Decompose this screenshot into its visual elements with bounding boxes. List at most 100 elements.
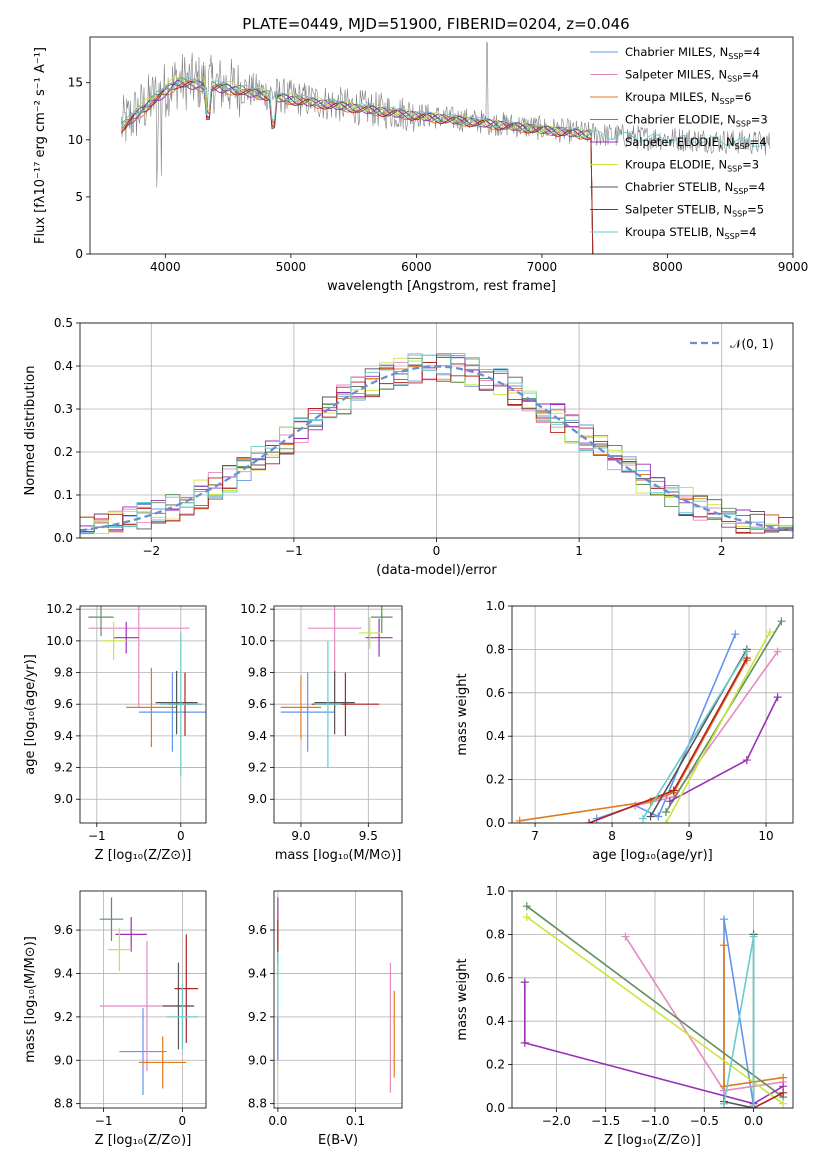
weight-marker <box>742 756 751 765</box>
errorbar-point <box>99 897 124 941</box>
y-tick-label: 9.6 <box>248 697 267 711</box>
x-tick-label: −1 <box>285 544 303 558</box>
axes-frame <box>511 890 794 1109</box>
weight-series <box>584 654 751 823</box>
errorbar-point <box>155 670 198 735</box>
y-axis-label: mass weight <box>455 673 470 755</box>
errorbar-point <box>159 632 202 776</box>
y-axis-label: mass [log₁₀(M/M⊙)] <box>23 936 38 1063</box>
figure-title: PLATE=0449, MJD=51900, FIBERID=0204, z=0… <box>242 15 629 33</box>
legend-suffix: =4 <box>750 135 767 149</box>
x-axis-label: (data-model)/error <box>376 563 497 578</box>
weight-marker <box>654 812 663 821</box>
y-tick-label: 0.8 <box>486 927 505 941</box>
axes-frame <box>79 890 207 1109</box>
weight-marker <box>777 617 786 626</box>
y-tick-label: 9.0 <box>248 792 267 806</box>
weight-marker <box>661 819 670 823</box>
weight-marker <box>773 693 782 702</box>
axes-frame <box>273 890 403 1109</box>
x-tick-label: 0.1 <box>346 1114 365 1128</box>
x-tick-label: 0.0 <box>268 1114 287 1128</box>
axes-frame <box>511 605 794 824</box>
legend-suffix: =4 <box>742 68 759 82</box>
legend-entry: Salpeter STELIB, NSSP=5 <box>625 203 764 219</box>
legend-subscript: SSP <box>733 187 748 196</box>
errorbar-point <box>138 672 206 752</box>
plot-area <box>515 617 786 823</box>
y-axis-label: Flux [fλ10⁻¹⁷ erg cm⁻² s⁻¹ A⁻¹] <box>33 47 48 244</box>
y-tick-label: 0.1 <box>54 488 73 502</box>
legend-entry: Kroupa STELIB, NSSP=4 <box>625 225 756 241</box>
grid-lines <box>274 606 402 823</box>
y-tick-label: 9.0 <box>248 1053 267 1067</box>
legend-entry: Salpeter ELODIE, NSSP=4 <box>625 135 767 151</box>
weight-marker <box>621 932 630 941</box>
chart-age-vs-Z: −1 0 9.0 9.2 9.4 9.6 9.8 10.0 10.2 Z [log₁₀(Z/Z⊙)… <box>23 602 207 863</box>
chart-mass-vs-Z: −1 0 8.8 9.0 9.2 9.4 9.6 Z [log₁₀(Z/Z⊙)] mass [l… <box>23 890 207 1148</box>
y-tick-label: 0.4 <box>486 729 505 743</box>
x-tick-label: 9000 <box>778 260 809 274</box>
y-tick-label: 0.0 <box>54 531 73 545</box>
errorbar-point <box>119 1008 167 1095</box>
errorbar-point <box>314 670 355 735</box>
x-tick-label: 4000 <box>150 260 181 274</box>
plot-area <box>280 606 393 768</box>
errorbar-point <box>107 927 132 972</box>
x-tick-label: 1 <box>575 544 583 558</box>
y-axis-label: mass weight <box>455 958 470 1040</box>
weight-marker <box>522 913 531 922</box>
axes-frame <box>79 322 794 539</box>
legend-subscript: SSP <box>732 210 747 219</box>
axes-frame <box>273 605 403 824</box>
axes-frame <box>89 36 794 255</box>
y-axis-label: Normed distribution <box>23 366 38 496</box>
y-tick-label: 10.0 <box>240 634 267 648</box>
y-tick-label: 0.4 <box>54 359 73 373</box>
y-tick-label: 9.0 <box>54 792 73 806</box>
chart-mass-weight-vs-Z: −2.0 −1.5 −1.0 −0.5 0.0 0.0 0.2 0.4 0.6 0.8 1.0 Z [… <box>455 884 794 1148</box>
errorbar-point <box>280 672 335 752</box>
weight-marker <box>661 808 670 817</box>
weight-marker <box>749 1101 758 1108</box>
weight-marker <box>742 647 751 656</box>
grid-lines <box>274 891 402 1108</box>
weight-series <box>631 647 782 810</box>
weight-marker <box>779 1073 788 1082</box>
x-tick-label: −1.0 <box>640 1114 669 1128</box>
x-tick-label: 10 <box>758 829 773 843</box>
legend-entry: Chabrier STELIB, NSSP=4 <box>625 180 765 196</box>
y-tick-label: 0.2 <box>486 773 505 787</box>
errorbar-point <box>358 617 381 649</box>
weight-line <box>642 651 748 820</box>
y-tick-label: 0.5 <box>54 316 73 330</box>
legend-suffix: =5 <box>747 203 764 217</box>
weight-marker <box>779 1099 788 1108</box>
y-tick-label: 9.6 <box>54 697 73 711</box>
legend-subscript: SSP <box>725 232 740 241</box>
legend-subscript: SSP <box>735 142 750 151</box>
x-tick-label: 0 <box>433 544 441 558</box>
x-tick-label: 9 <box>685 829 693 843</box>
weight-line <box>665 631 771 823</box>
y-tick-label: 9.4 <box>248 966 267 980</box>
y-tick-label: 9.2 <box>248 761 267 775</box>
y-tick-label: 10.2 <box>240 602 267 616</box>
errorbar-point <box>101 621 127 660</box>
x-axis-label: Z [log₁₀(Z/Z⊙)] <box>95 1133 192 1148</box>
weight-marker <box>773 647 782 656</box>
chart-mass-vs-ebv: 0.0 0.1 8.8 9.0 9.2 9.4 9.6 E(B-V) <box>248 890 403 1148</box>
grid-lines <box>512 605 793 824</box>
x-tick-label: −2 <box>142 544 160 558</box>
x-tick-label: −1 <box>95 1114 113 1128</box>
x-tick-label: −1 <box>88 829 106 843</box>
plot-area <box>121 42 771 254</box>
weight-marker <box>731 630 740 639</box>
legend-entry: Chabrier MILES, NSSP=4 <box>625 45 760 61</box>
plot-area <box>80 353 793 535</box>
y-tick-label: 9.4 <box>54 729 73 743</box>
y-tick-label: 15 <box>68 76 83 90</box>
y-axis-label: age [log₁₀(age/yr)] <box>23 654 38 775</box>
errorbar-point <box>371 606 393 633</box>
legend-suffix: =6 <box>735 90 752 104</box>
